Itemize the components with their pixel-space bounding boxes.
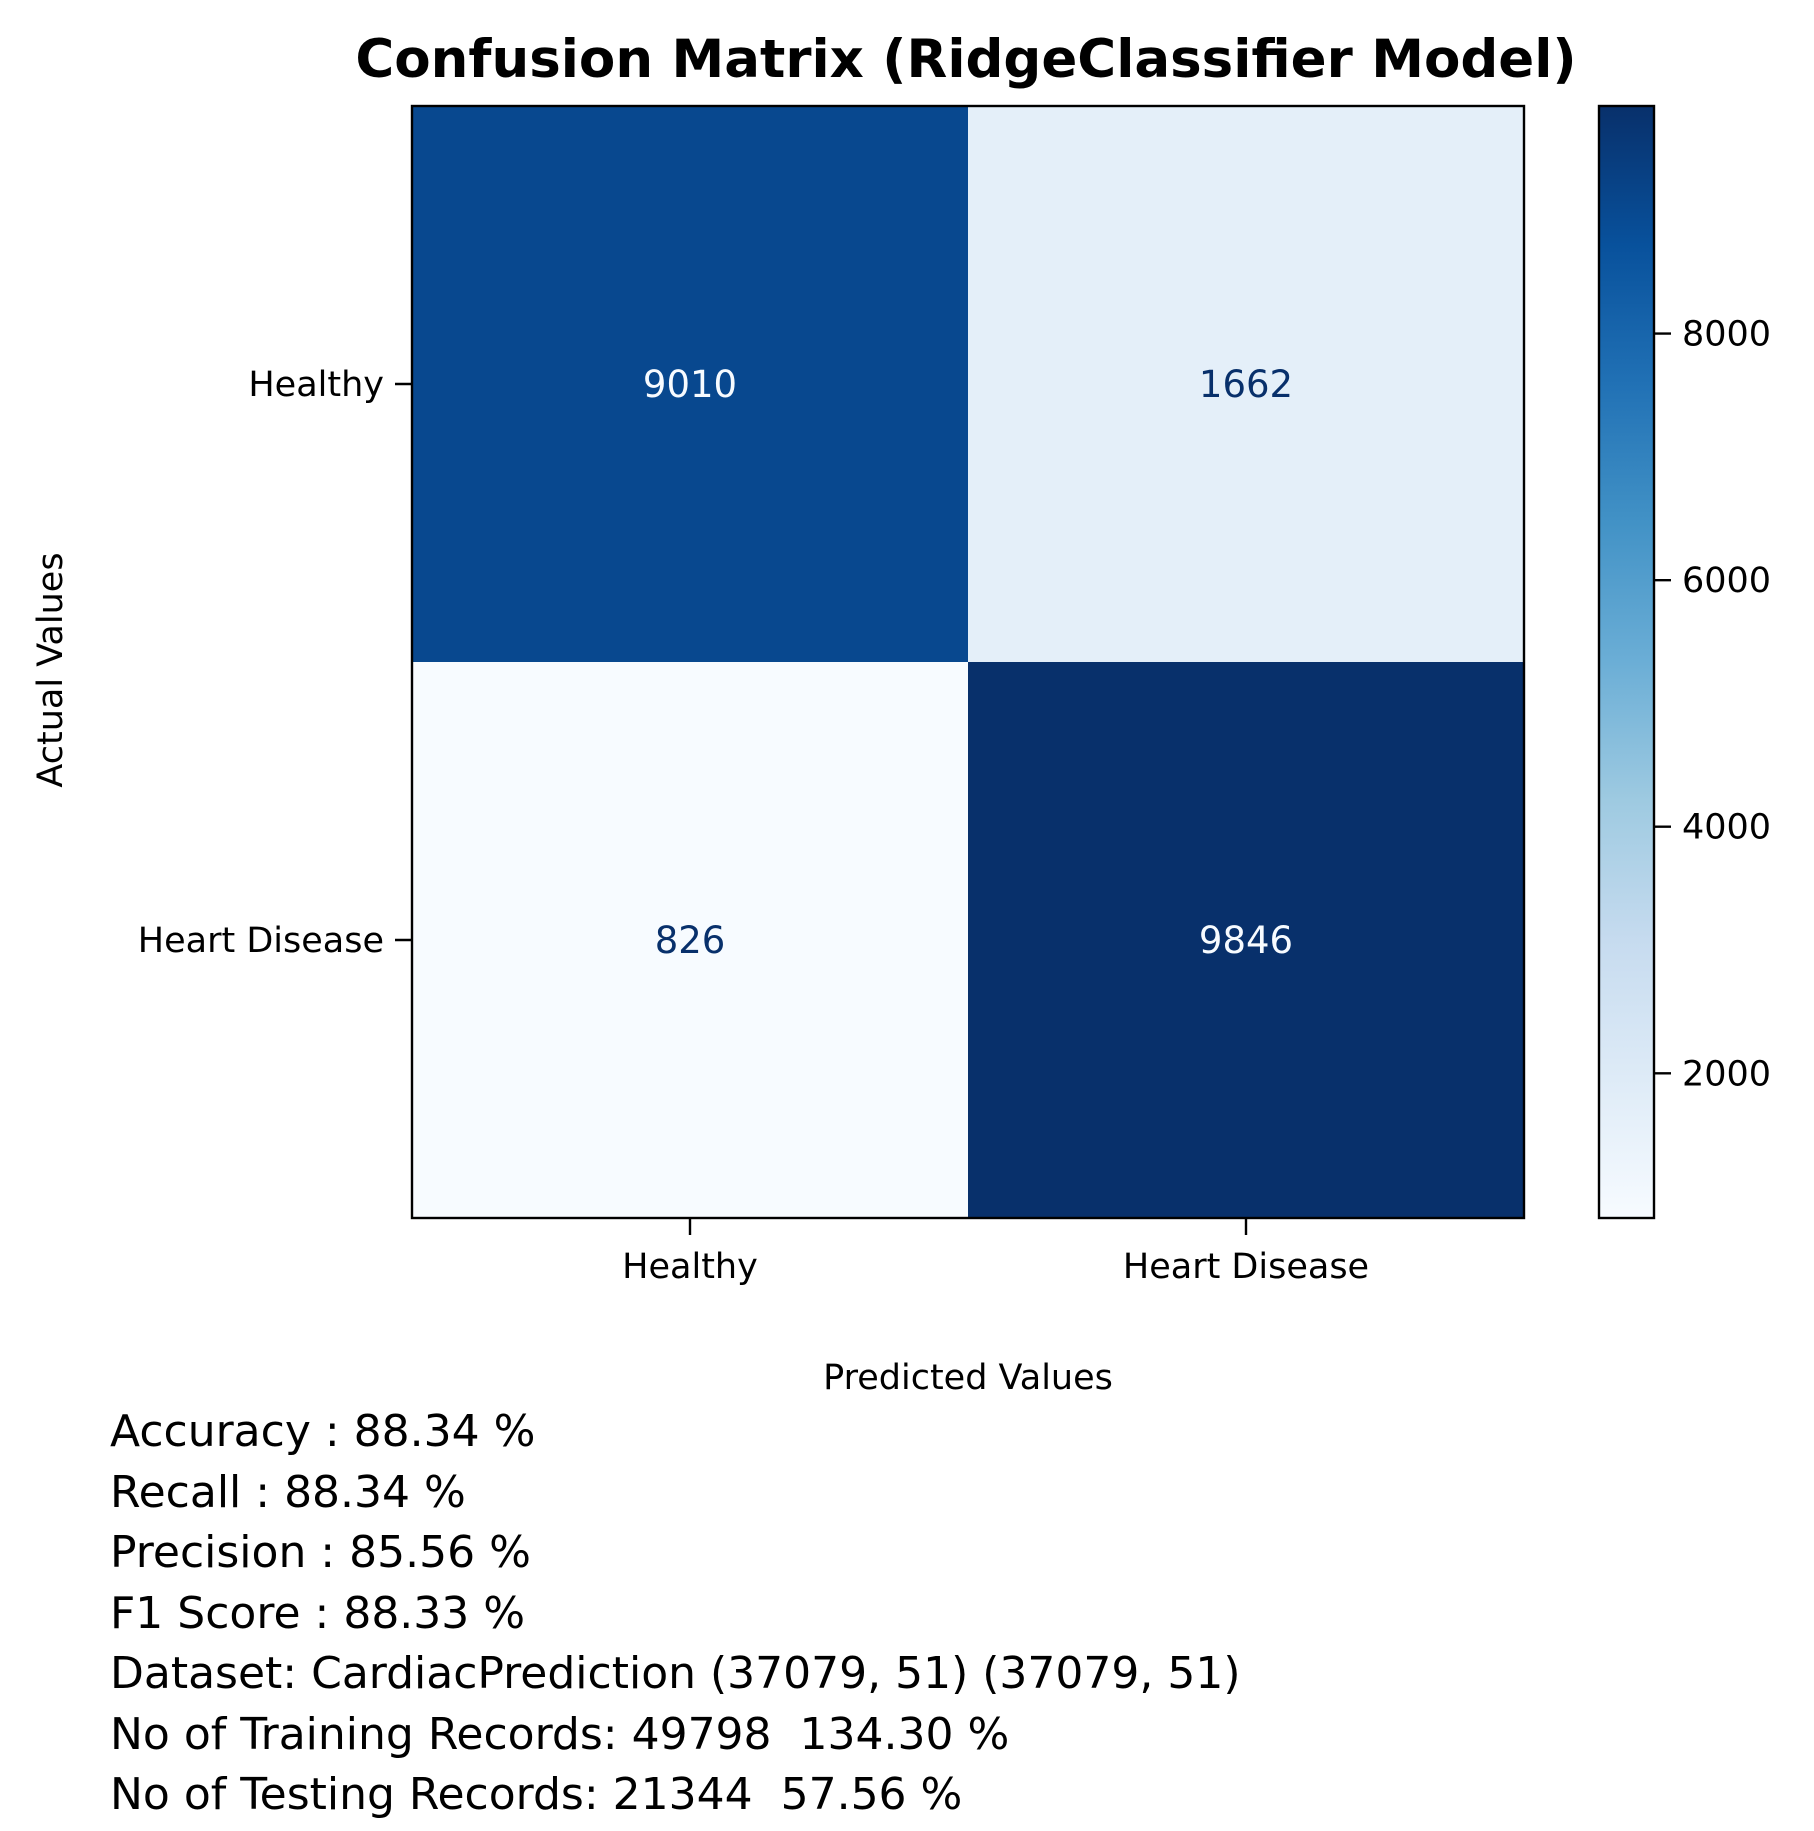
y-tick-label: Heart Disease: [138, 921, 384, 961]
metric-line: No of Testing Records: 21344 57.56 %: [110, 1769, 963, 1820]
colorbar-ticks: 2000 4000 6000 8000: [1654, 315, 1771, 1094]
y-axis-label: Actual Values: [31, 552, 71, 787]
y-tick-label: Healthy: [248, 365, 384, 405]
matrix-cells: [412, 106, 1525, 1219]
x-tick-label: Healthy: [622, 1247, 758, 1287]
metric-line: Dataset: CardiacPrediction (37079, 51) (…: [110, 1648, 1241, 1699]
colorbar-tick-label: 6000: [1682, 561, 1771, 601]
metric-line: Accuracy : 88.34 %: [110, 1406, 536, 1457]
colorbar-tick-label: 8000: [1682, 315, 1771, 355]
matrix-cell-value: 1662: [1199, 363, 1293, 406]
matrix-cell: [412, 106, 969, 663]
matrix-cell: [412, 662, 969, 1219]
metric-line: Recall : 88.34 %: [110, 1466, 466, 1518]
matrix-cell: [968, 106, 1525, 663]
metric-line: Precision : 85.56 %: [110, 1527, 531, 1578]
matrix-cell-value: 9846: [1199, 919, 1293, 962]
x-axis-ticks: Healthy Heart Disease: [622, 1218, 1369, 1287]
x-axis-label: Predicted Values: [823, 1358, 1113, 1398]
matrix-cell-value: 826: [655, 919, 726, 962]
colorbar-frame: [1597, 104, 1656, 1220]
matrix-cell-labels: 9010 1662 826 9846: [643, 363, 1293, 962]
plot-frame: [410, 104, 1526, 1220]
colorbar-tick-label: 4000: [1682, 808, 1771, 848]
y-axis-ticks: Healthy Heart Disease: [138, 365, 412, 961]
colorbar-tick-label: 2000: [1682, 1054, 1771, 1094]
x-tick-label: Heart Disease: [1123, 1247, 1369, 1287]
matrix-cell-value: 9010: [643, 363, 737, 406]
chart-title: Confusion Matrix (RidgeClassifier Model): [355, 29, 1576, 90]
matrix-cell: [968, 662, 1525, 1219]
metric-line: No of Training Records: 49798 134.30 %: [110, 1708, 1010, 1760]
metric-line: F1 Score : 88.33 %: [110, 1587, 526, 1639]
colorbar: [1599, 106, 1654, 1218]
metrics-summary: Accuracy : 88.34 % Recall : 88.34 % Precis…: [110, 1402, 1241, 1826]
